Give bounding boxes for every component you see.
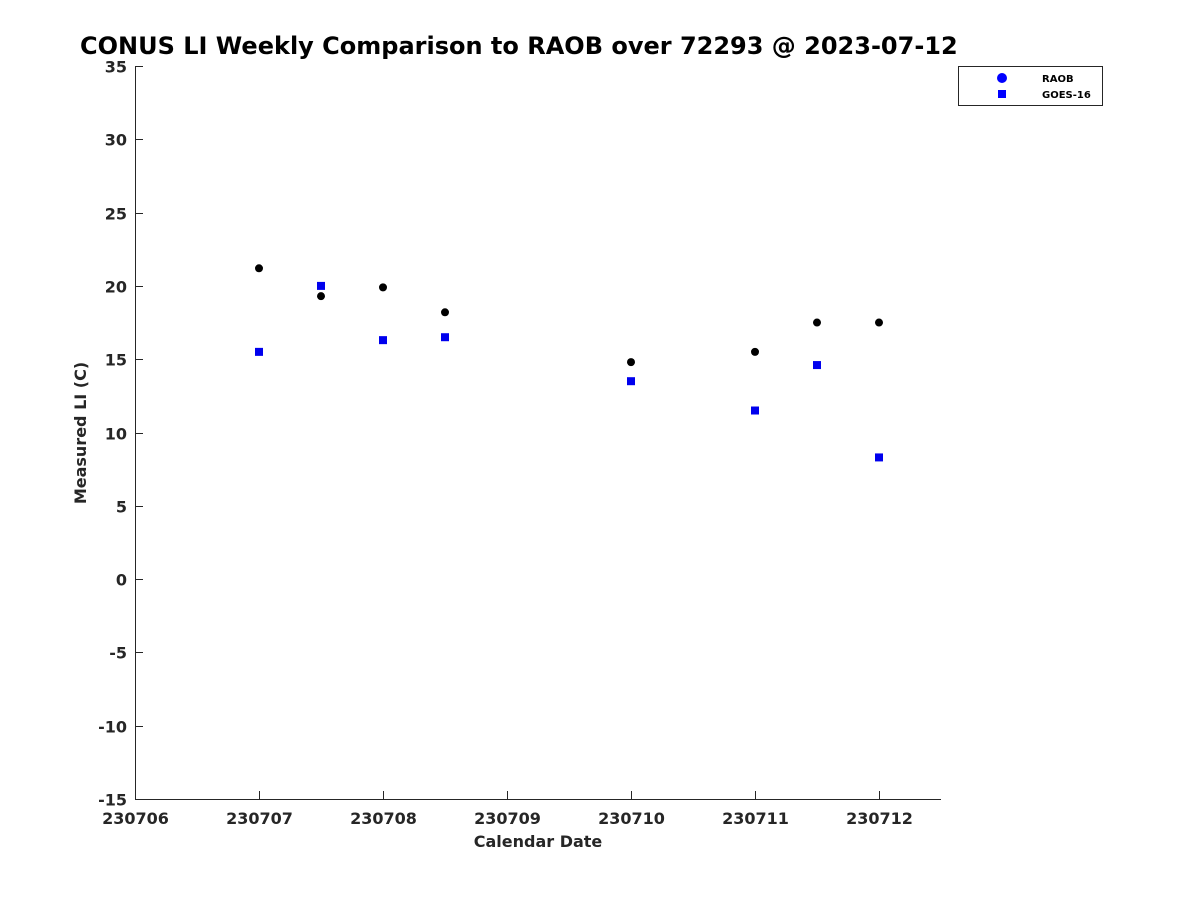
data-point-goes-16 xyxy=(875,453,883,462)
legend-box xyxy=(958,66,1103,106)
x-tick-label: 230707 xyxy=(226,809,293,828)
axes: -15 -10 -5 0 5 10 15 20 25 30 35 230706 230707 230708… xyxy=(98,58,941,828)
legend-marker-goes-16 xyxy=(998,90,1006,98)
x-tick-label: 230712 xyxy=(846,809,913,828)
series-raob xyxy=(255,264,883,367)
y-axis-label: Measured LI (C) xyxy=(71,362,90,504)
y-tick-label: -10 xyxy=(98,718,127,737)
data-point-goes-16 xyxy=(379,336,387,345)
chart-title: CONUS LI Weekly Comparison to RAOB over … xyxy=(80,32,958,60)
data-point-goes-16 xyxy=(627,377,635,386)
data-point-goes-16 xyxy=(813,361,821,370)
data-point-raob xyxy=(255,264,263,273)
y-tick-label: 0 xyxy=(116,571,127,590)
data-point-raob xyxy=(813,318,821,327)
y-tick-label: 20 xyxy=(105,278,127,297)
legend-label: GOES-16 xyxy=(1042,90,1091,101)
x-tick-label: 230706 xyxy=(102,809,169,828)
y-tick-label: 35 xyxy=(105,58,127,77)
y-tick-label: 25 xyxy=(105,205,127,224)
x-tick-label: 230710 xyxy=(598,809,665,828)
data-points xyxy=(255,264,883,462)
series-goes-16 xyxy=(255,281,883,462)
legend-label: RAOB xyxy=(1042,74,1074,85)
y-tick-label: -15 xyxy=(98,791,127,810)
data-point-raob xyxy=(317,292,325,301)
data-point-raob xyxy=(751,347,759,356)
x-tick-label: 230708 xyxy=(350,809,417,828)
x-tick-label: 230709 xyxy=(474,809,541,828)
data-point-goes-16 xyxy=(751,406,759,415)
y-tick-label: 5 xyxy=(116,498,127,517)
data-point-goes-16 xyxy=(317,281,325,290)
legend: RAOB GOES-16 xyxy=(958,66,1103,106)
y-tick-label: 15 xyxy=(105,351,127,370)
x-axis-label: Calendar Date xyxy=(474,832,603,851)
data-point-raob xyxy=(627,358,635,367)
legend-marker-raob xyxy=(997,73,1007,83)
data-point-goes-16 xyxy=(441,333,449,342)
y-tick-label: 30 xyxy=(105,131,127,150)
data-point-goes-16 xyxy=(255,347,263,356)
data-point-raob xyxy=(379,283,387,292)
x-tick-label: 230711 xyxy=(722,809,789,828)
data-point-raob xyxy=(441,308,449,317)
y-tick-label: -5 xyxy=(109,644,127,663)
data-point-raob xyxy=(875,318,883,327)
y-tick-label: 10 xyxy=(105,425,127,444)
